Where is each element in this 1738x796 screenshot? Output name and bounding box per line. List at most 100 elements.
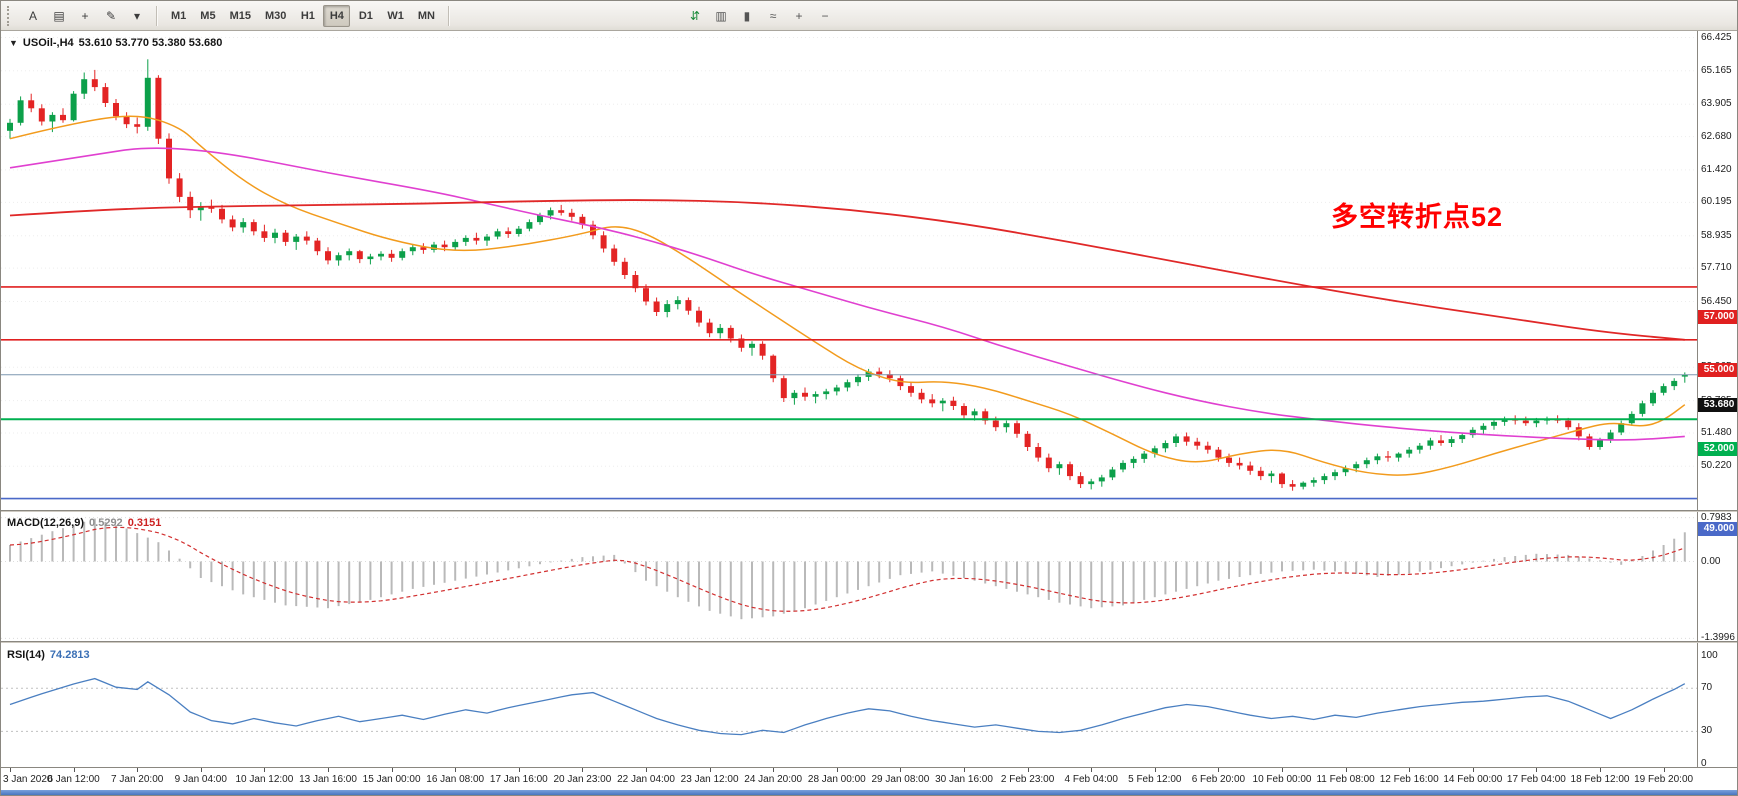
time-label: 23 Jan 12:00 xyxy=(680,774,739,785)
time-tick xyxy=(1091,768,1093,772)
timeframe-mn-button[interactable]: MN xyxy=(412,5,441,27)
timeframe-m15-button[interactable]: M15 xyxy=(224,5,257,27)
time-label: 19 Feb 20:00 xyxy=(1634,774,1694,785)
time-tick xyxy=(1282,768,1283,772)
time-tick xyxy=(1600,768,1601,772)
rsi-line xyxy=(9,677,1686,736)
timeframe-m1-icon: M1 xyxy=(171,9,187,22)
rsi-tick: 30 xyxy=(1701,725,1713,737)
rsi-indicator-label: RSI(14) 74.2813 xyxy=(7,649,90,661)
time-label: 5 Feb 12:00 xyxy=(1128,774,1182,785)
macd-tick: -1.3996 xyxy=(1701,632,1735,644)
time-tick xyxy=(200,768,202,772)
time-tick xyxy=(709,768,711,772)
new-order-button[interactable]: ⇵ xyxy=(683,5,707,27)
timeframe-h1-button[interactable]: H1 xyxy=(294,5,321,27)
price-tick: 62.680 xyxy=(1701,130,1732,142)
timeframe-m1-button[interactable]: M1 xyxy=(165,5,192,27)
draw-tool-button[interactable]: ✎ xyxy=(99,5,123,27)
timeframe-m30-button[interactable]: M30 xyxy=(259,5,292,27)
timeframe-group: M1 M5 M15 M30 H1 H4 D1 W1 MN xyxy=(164,4,442,27)
panel-splitter-2[interactable] xyxy=(1,641,1737,643)
current-price-label: 53.680 xyxy=(1698,397,1737,412)
chart-symbol: USOil-,H4 xyxy=(22,37,74,49)
time-tick xyxy=(73,768,75,772)
rsi-tick: 0 xyxy=(1701,757,1707,769)
timeframe-m5-icon: M5 xyxy=(200,9,216,22)
time-tick xyxy=(1663,768,1665,772)
zoom-out-button[interactable]: − xyxy=(813,5,837,27)
draw-tool-dropdown-button[interactable]: ▾ xyxy=(125,5,149,27)
rsi-panel[interactable] xyxy=(1,643,1697,767)
taskbar[interactable] xyxy=(1,790,1737,795)
text-tool-icon: ▤ xyxy=(53,8,65,23)
time-tick xyxy=(391,768,393,772)
macd-tick: 0.7983 xyxy=(1701,511,1732,523)
bar-chart-button[interactable]: ▥ xyxy=(709,5,733,27)
panel-splitter-1[interactable] xyxy=(1,510,1737,512)
price-tick: 61.420 xyxy=(1701,163,1732,175)
time-label: 17 Feb 04:00 xyxy=(1506,774,1566,785)
time-label: 16 Jan 08:00 xyxy=(426,774,485,785)
rsi-value: 74.2813 xyxy=(49,649,90,661)
timeframe-w1-button[interactable]: W1 xyxy=(381,5,410,27)
price-tick: 56.450 xyxy=(1701,295,1732,307)
time-tick xyxy=(900,768,902,772)
main-chart-panel[interactable] xyxy=(1,31,1697,510)
toolbar-separator xyxy=(447,5,450,26)
time-tick xyxy=(1409,768,1411,772)
chart-annotation[interactable]: 多空转折点52 xyxy=(1331,202,1504,232)
time-label: 6 Feb 20:00 xyxy=(1191,774,1246,785)
price-tick: 63.905 xyxy=(1701,98,1732,110)
time-tick xyxy=(1345,768,1347,772)
time-tick xyxy=(582,768,584,772)
chart-dropdown-icon[interactable]: ▼ xyxy=(9,38,18,48)
line-chart-button[interactable]: ≈ xyxy=(761,5,785,27)
time-tick xyxy=(1536,768,1538,772)
time-label: 10 Jan 12:00 xyxy=(235,774,294,785)
macd-indicator-label: MACD(12,26,9) 0.5292 0.3151 xyxy=(7,517,161,529)
macd-panel[interactable] xyxy=(1,512,1697,641)
time-tick xyxy=(1472,768,1474,772)
text-tool-button[interactable]: ▤ xyxy=(47,5,71,27)
price-level-label: 49.000 xyxy=(1698,521,1737,536)
time-label: 18 Feb 12:00 xyxy=(1570,774,1630,785)
macd-main-value: 0.5292 xyxy=(89,517,123,529)
time-label: 12 Feb 16:00 xyxy=(1379,774,1439,785)
macd-histogram xyxy=(9,518,1686,620)
timeframe-h4-button[interactable]: H4 xyxy=(323,4,351,27)
time-tick xyxy=(137,768,139,772)
time-tick xyxy=(773,768,775,772)
timeframe-d1-button[interactable]: D1 xyxy=(352,5,379,27)
toolbar-grip[interactable] xyxy=(7,5,13,26)
time-tick xyxy=(1218,768,1220,772)
time-label: 24 Jan 20:00 xyxy=(744,774,803,785)
draw-tool-dropdown-icon: ▾ xyxy=(133,8,141,23)
timeframe-m5-button[interactable]: M5 xyxy=(194,5,221,27)
time-tick xyxy=(455,768,457,772)
rsi-tick: 70 xyxy=(1701,682,1713,694)
candle-chart-button[interactable]: ▮ xyxy=(735,5,759,27)
time-label: 6 Jan 12:00 xyxy=(47,774,100,785)
time-axis[interactable]: 3 Jan 2020 6 Jan 12:00 7 Jan 20:00 9 Jan 04… xyxy=(1,767,1737,790)
price-tick: 58.935 xyxy=(1701,229,1732,241)
candle-chart-icon: ▮ xyxy=(743,8,751,23)
time-tick xyxy=(518,768,520,772)
time-label: 17 Jan 16:00 xyxy=(489,774,548,785)
main-grid xyxy=(1,37,1697,467)
cursor-tool-button[interactable]: A xyxy=(21,5,45,27)
zoom-in-icon: + xyxy=(795,8,803,23)
crosshair-tool-button[interactable]: + xyxy=(73,5,97,27)
toolbar-left-tools: A ▤ + ✎ ▾ xyxy=(20,5,150,27)
timeframe-m15-icon: M15 xyxy=(229,9,251,22)
price-axis[interactable]: 66.425 65.165 63.905 62.680 61.420 60.195 58.9… xyxy=(1697,31,1737,769)
new-order-icon: ⇵ xyxy=(689,8,701,23)
price-level-label: 52.000 xyxy=(1698,442,1737,457)
timeframe-w1-icon: W1 xyxy=(387,9,404,22)
price-tick: 57.710 xyxy=(1701,262,1732,274)
chart-ohlc-values: 53.610 53.770 53.380 53.680 xyxy=(78,37,223,49)
ma-fast-line xyxy=(9,115,1686,476)
zoom-in-button[interactable]: + xyxy=(787,5,811,27)
time-label: 15 Jan 00:00 xyxy=(362,774,421,785)
